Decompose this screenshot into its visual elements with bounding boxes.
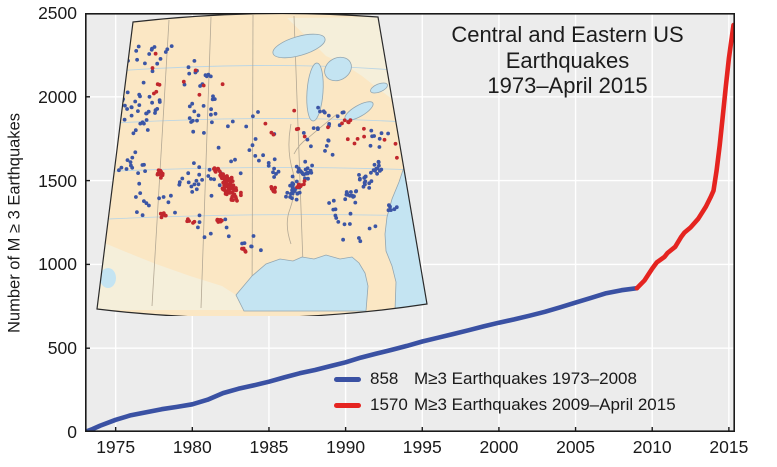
legend-label-red: M≥3 Earthquakes 2009–April 2015 [414,395,676,414]
chart-title-line3: 1973–April 2015 [487,73,648,98]
plot-border [85,13,735,432]
x-tick-2015: 2015 [709,437,749,457]
state-borders [151,14,338,311]
x-tick-1995: 1995 [402,437,442,457]
series-line-0 [85,285,640,432]
x-tick-1990: 1990 [326,437,366,457]
legend-count-blue: 858 [370,369,399,388]
map-border [96,14,428,316]
lake-superior [272,33,326,59]
series-line-1 [634,22,735,291]
x-tick-1975: 1975 [96,437,136,457]
y-tick-0: 0 [67,422,77,442]
y-tick-500: 500 [47,338,77,359]
x-tick-2010: 2010 [632,437,672,457]
y-axis-label: Number of M ≥ 3 Earthquakes [5,113,24,333]
lake-huron [324,56,352,82]
red-line-swatch [334,402,361,408]
legend-row-blue: 858 M≥3 Earthquakes 1973–2008 [334,366,676,392]
legend: 858 M≥3 Earthquakes 1973–2008 1570 M≥3 E… [334,366,676,418]
legend-count-red: 1570 [370,395,408,414]
y-tick-1500: 1500 [38,170,77,191]
gulf-of-mexico [235,254,369,312]
epicenter-inset-map [96,14,428,316]
x-tick-2000: 2000 [479,437,519,457]
x-tick-1985: 1985 [249,437,289,457]
coastal-lagoon [100,268,116,288]
x-tick-2005: 2005 [556,437,596,457]
x-tick-1980: 1980 [172,437,212,457]
legend-row-red: 1570 M≥3 Earthquakes 2009–April 2015 [334,392,676,418]
chart-title: Central and Eastern US Earthquakes 1973–… [395,22,740,99]
region-mexico [97,242,244,310]
chart-title-line1: Central and Eastern US [451,22,684,47]
y-tick-1000: 1000 [38,254,77,275]
y-tick-2500: 2500 [38,3,77,23]
data-series [85,22,735,432]
chart-title-line2: Earthquakes [505,47,630,73]
blue-line-swatch [334,376,361,382]
lake-ontario [370,82,388,94]
y-tick-2000: 2000 [38,86,77,107]
epicenters-2009-2015 [150,51,399,254]
legend-label-blue: M≥3 Earthquakes 1973–2008 [414,369,637,388]
